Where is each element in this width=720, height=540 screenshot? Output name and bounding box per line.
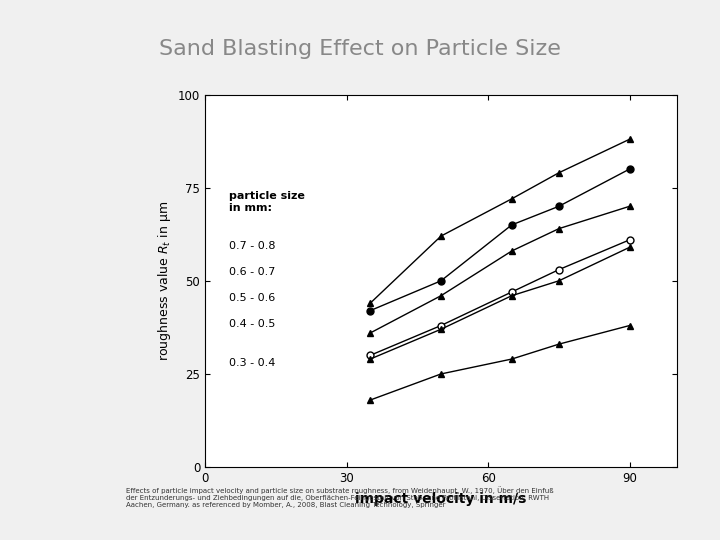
X-axis label: impact velocity in m/s: impact velocity in m/s — [355, 492, 527, 506]
Text: 0.6 - 0.7: 0.6 - 0.7 — [229, 267, 275, 277]
Text: 0.7 - 0.8: 0.7 - 0.8 — [229, 241, 275, 251]
Text: 0.5 - 0.6: 0.5 - 0.6 — [229, 293, 275, 303]
Y-axis label: roughness value $R_t$ in μm: roughness value $R_t$ in μm — [156, 201, 173, 361]
Text: Sand Blasting Effect on Particle Size: Sand Blasting Effect on Particle Size — [159, 38, 561, 59]
Text: 0.3 - 0.4: 0.3 - 0.4 — [229, 359, 275, 368]
Text: particle size
in mm:: particle size in mm: — [229, 191, 305, 213]
Text: 0.4 - 0.5: 0.4 - 0.5 — [229, 319, 275, 329]
Text: Effects of particle impact velocity and particle size on substrate roughness, fr: Effects of particle impact velocity and … — [126, 486, 554, 508]
